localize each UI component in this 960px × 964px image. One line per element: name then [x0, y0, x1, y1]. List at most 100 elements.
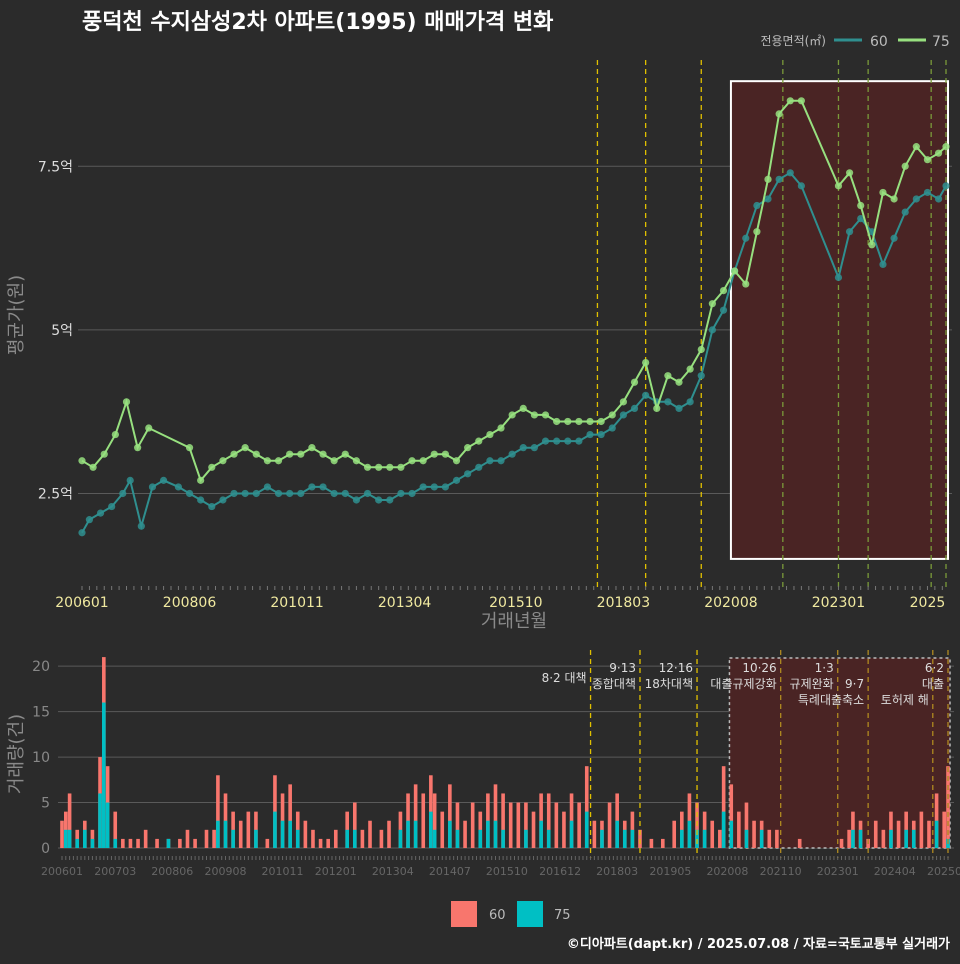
- series-75-point: [786, 97, 794, 105]
- volume-xtick-label: 201304: [372, 865, 414, 878]
- policy-annotation: 9·13: [609, 661, 636, 675]
- series-60-point: [185, 489, 194, 498]
- volume-bar-60: [942, 811, 947, 848]
- series-60-point: [797, 182, 805, 190]
- series-60-point: [148, 483, 157, 491]
- series-75-point: [252, 450, 260, 458]
- series-60-point: [197, 496, 205, 504]
- series-60-point: [108, 502, 116, 511]
- legend-title: 전용면적(㎡): [760, 34, 826, 48]
- volume-bar-75: [166, 838, 171, 848]
- policy-annotation: 대출규제강화: [710, 677, 776, 691]
- series-75-point: [879, 188, 887, 197]
- volume-bar-60: [873, 820, 878, 848]
- volume-bar-75: [98, 793, 102, 848]
- volume-highlight-box: [728, 657, 951, 849]
- series-60-point: [834, 273, 843, 282]
- volume-bar-75: [398, 829, 403, 848]
- series-60-point: [786, 169, 794, 177]
- series-75-point: [208, 463, 216, 471]
- series-60-point: [901, 208, 909, 216]
- volume-bar-60: [204, 829, 209, 848]
- series-75-point: [100, 450, 108, 458]
- volume-bar-75: [254, 829, 258, 848]
- volume-bar-60: [463, 820, 467, 848]
- volume-bar-60: [318, 838, 323, 848]
- volume-bar-75: [569, 820, 574, 848]
- series-75-point: [653, 404, 661, 412]
- series-75-point: [241, 444, 249, 452]
- series-60-point: [126, 476, 134, 484]
- volume-xtick-label: 200908: [205, 865, 247, 878]
- volume-bar-60: [562, 811, 566, 848]
- series-75-point: [708, 300, 716, 308]
- volume-bar-60: [113, 811, 118, 848]
- series-75-point: [764, 175, 772, 183]
- volume-xtick-label: 200806: [151, 865, 193, 878]
- series-75-point: [541, 411, 550, 419]
- volume-bar-75: [429, 811, 433, 848]
- volume-bar-60: [155, 838, 159, 848]
- volume-bar-75: [524, 829, 528, 848]
- series-75-point: [386, 463, 394, 471]
- volume-bar-75: [455, 829, 460, 848]
- volume-bar-60: [448, 784, 452, 848]
- series-60-point: [263, 483, 272, 491]
- series-75-point: [89, 463, 97, 471]
- price-ytick-label: 7.5억: [38, 159, 73, 175]
- series-75-point: [441, 450, 449, 458]
- volume-bar-75: [288, 820, 292, 848]
- series-60-point: [857, 215, 865, 223]
- volume-bar-60: [333, 829, 338, 848]
- volume-ytick-label: 15: [32, 705, 50, 721]
- series-75-point: [664, 372, 672, 380]
- series-60-point: [664, 398, 672, 406]
- volume-bar-60: [90, 829, 95, 848]
- series-60-point: [241, 489, 249, 498]
- volume-bar-60: [531, 811, 536, 848]
- series-60-point: [719, 306, 728, 314]
- series-60-point: [174, 483, 183, 491]
- volume-bar-60: [546, 793, 551, 848]
- series-75-point: [857, 201, 865, 210]
- policy-annotation: 특례대출축소: [798, 693, 864, 707]
- series-75-point: [363, 463, 372, 471]
- series-60-point: [78, 529, 86, 537]
- volume-bar-75: [493, 820, 498, 848]
- series-75-point: [134, 444, 142, 452]
- series-60-point: [879, 260, 887, 269]
- series-60-point: [230, 489, 238, 498]
- series-75-point: [564, 417, 572, 426]
- volume-bar-75: [352, 829, 357, 848]
- volume-bar-75: [295, 829, 300, 848]
- series-75-point: [519, 404, 527, 412]
- volume-bar-60: [455, 802, 460, 848]
- series-75-point: [868, 241, 876, 249]
- volume-bar-60: [413, 784, 418, 848]
- series-75-point: [452, 457, 461, 465]
- volume-bar-75: [851, 829, 855, 848]
- series-60-point: [341, 489, 349, 498]
- series-60-point: [159, 476, 168, 484]
- volume-bar-75: [904, 829, 908, 848]
- price-xtick-label: 200601: [55, 595, 108, 611]
- volume-bar-60: [672, 820, 677, 848]
- series-60-point: [137, 522, 145, 530]
- volume-bar-60: [592, 820, 597, 848]
- volume-bar-60: [839, 838, 844, 848]
- series-75-point: [642, 358, 650, 367]
- volume-xtick-label: 200601: [41, 865, 83, 878]
- series-75-point: [553, 417, 561, 426]
- series-75-point: [912, 143, 920, 151]
- series-60-point: [686, 398, 694, 406]
- series-75-point: [297, 450, 305, 458]
- volume-bar-60: [143, 829, 148, 848]
- volume-bar-75: [216, 820, 220, 848]
- volume-bar-75: [630, 829, 635, 848]
- volume-bar-60: [178, 838, 182, 848]
- series-60-point: [912, 195, 920, 203]
- series-60-point: [619, 411, 627, 419]
- series-60-point: [319, 483, 327, 491]
